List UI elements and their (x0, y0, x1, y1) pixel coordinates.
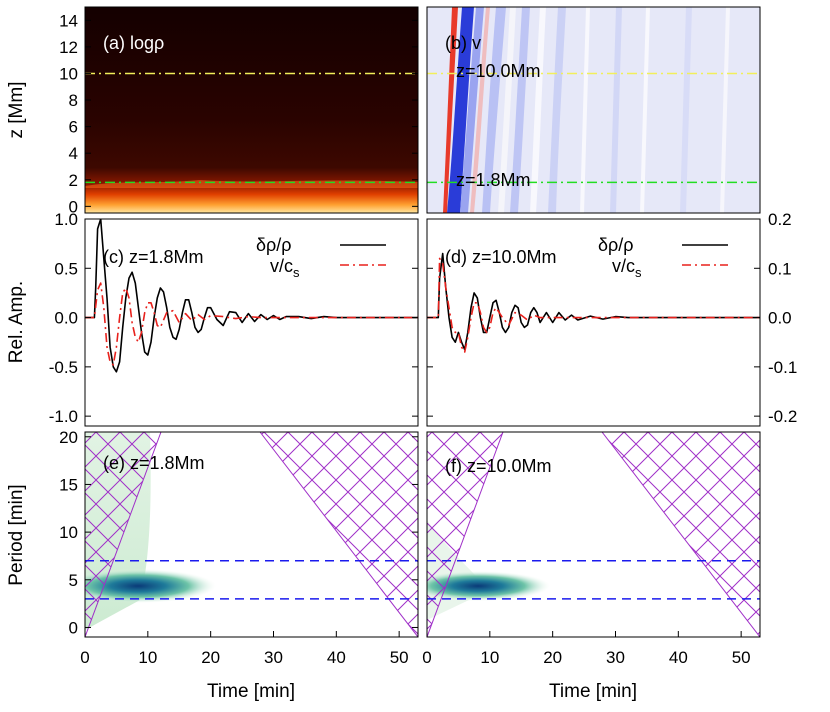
x-tick-label: 50 (732, 648, 751, 667)
x-tick-label: 20 (543, 648, 562, 667)
series-line-velocity (427, 257, 760, 353)
legend-rho: δρ/ρ (598, 235, 634, 255)
series-line-rho (85, 219, 418, 373)
y-tick-label: 15 (59, 475, 78, 494)
x-tick-label: 40 (327, 648, 346, 667)
panel-label: (a) logρ (103, 33, 164, 53)
y-tick-label: 8 (69, 91, 78, 110)
y-tick-label: 6 (69, 118, 78, 137)
x-tick-label: 30 (606, 648, 625, 667)
series-line-velocity (85, 282, 418, 366)
x-tick-label: 30 (264, 648, 283, 667)
panel-c: (c) z=1.8Mm δρ/ρ v/cs -1.0-0.50.00.51.0 … (6, 210, 419, 427)
y-tick-label: 0.5 (54, 259, 78, 278)
x-tick-label: 0 (422, 648, 431, 667)
x-tick-label: 40 (669, 648, 688, 667)
panel-label: (e) z=1.8Mm (103, 453, 205, 473)
y-tick-label: 10 (59, 523, 78, 542)
velocity-ridges (443, 7, 730, 213)
x-axis-label: Time [min] (207, 681, 295, 702)
legend-v: v/cs (612, 256, 642, 280)
legend-rho: δρ/ρ (256, 235, 292, 255)
x-tick-label: 50 (390, 648, 409, 667)
y-tick-label: -0.1 (768, 358, 797, 377)
series-line-rho (427, 252, 760, 351)
y-tick-label: -0.5 (49, 358, 78, 377)
y-tick-label: -0.2 (768, 407, 797, 426)
line-label-1.8mm: z=1.8Mm (456, 170, 531, 190)
y-tick-label: 10 (59, 64, 78, 83)
y-tick-label: 12 (59, 38, 78, 57)
y-tick-label: 2 (69, 171, 78, 190)
velocity-map (427, 7, 760, 213)
panel-label: (d) z=10.0Mm (445, 247, 557, 267)
power-peak (427, 571, 550, 601)
y-axis-label: Period [min] (6, 484, 27, 585)
y-axis-label: Rel. Amp. (6, 281, 27, 363)
y-tick-label: 14 (59, 11, 78, 30)
y-tick-label: 0.1 (768, 259, 792, 278)
y-tick-label: 4 (69, 144, 78, 163)
x-tick-label: 10 (138, 648, 157, 667)
panel-b: (b) v z=10.0Mm z=1.8Mm (426, 6, 761, 214)
y-tick-label: 0 (69, 197, 78, 216)
x-tick-label: 10 (480, 648, 499, 667)
power-peak (85, 569, 216, 603)
panel-label: (f) z=10.0Mm (445, 456, 552, 476)
panel-e: (e) z=1.8Mm 0 5 10 15 20 0 10 20 30 40 50 Period … (6, 428, 419, 702)
panel-d: (d) z=10.0Mm δρ/ρ v/cs -0.2 -0.1 0.0 0.1 0.2 (426, 210, 797, 427)
x-tick-label: 0 (80, 648, 89, 667)
x-axis-label: Time [min] (549, 681, 637, 702)
y-tick-label: 0.0 (54, 309, 78, 328)
panel-a: (a) logρ 0 2 4 6 8 10 12 14 z [Mm] (6, 6, 419, 216)
y-tick-label: -1.0 (49, 407, 78, 426)
y-tick-label: 0.0 (768, 309, 792, 328)
panel-label: (b) v (445, 33, 481, 53)
panel-label: (c) z=1.8Mm (103, 247, 204, 267)
y-tick-label: 0 (69, 618, 78, 637)
x-tick-label: 20 (201, 648, 220, 667)
legend-v: v/cs (270, 256, 300, 280)
density-map (85, 7, 418, 213)
y-axis-label: z [Mm] (6, 82, 27, 139)
y-tick-label: 0.2 (768, 210, 792, 229)
y-tick-label: 1.0 (54, 210, 78, 229)
panel-f: (f) z=10.0Mm 0 10 20 30 40 50 Time [min] (422, 431, 761, 702)
line-label-10mm: z=10.0Mm (456, 61, 541, 81)
y-tick-label: 5 (69, 571, 78, 590)
y-tick-label: 20 (59, 428, 78, 447)
